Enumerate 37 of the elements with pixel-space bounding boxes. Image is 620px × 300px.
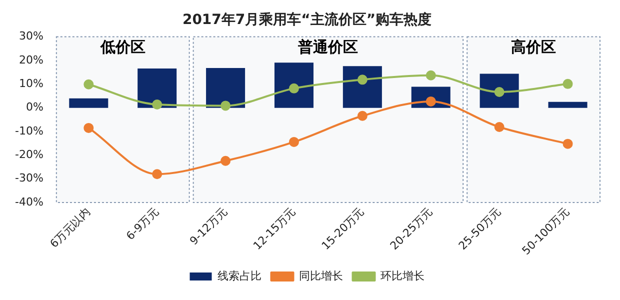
point [357,110,368,121]
point [562,138,573,149]
point [494,122,504,132]
legend-label: 线索占比 [217,269,262,282]
bar [69,98,108,108]
bar [274,62,314,108]
bar [342,66,382,108]
point [562,78,573,89]
point [84,122,94,133]
x-tick-label: 6-9万元 [124,205,162,243]
y-tick-label: -20% [14,148,44,162]
point [152,169,162,180]
bar [206,68,246,108]
point [220,156,231,166]
y-tick-label: 20% [18,53,44,66]
bar [138,68,177,108]
band-label: 高价区 [511,38,556,56]
legend-label: 环比增长 [380,269,424,282]
bar [548,102,588,108]
point [357,74,368,85]
band-label: 低价区 [99,38,146,56]
y-tick-label: 0% [26,100,44,114]
y-tick-label: 30% [18,30,44,43]
y-tick-label: -30% [14,172,44,185]
point [152,100,162,110]
point [426,70,436,80]
point [288,83,299,94]
y-tick-label: 10% [18,77,44,90]
band-label: 普通价区 [297,38,358,56]
x-tick-label: 6万元以内 [48,205,93,250]
y-tick-label: -10% [14,124,44,138]
point [84,79,94,90]
point [220,100,231,111]
point [288,136,299,147]
legend-label: 同比增长 [298,269,343,282]
y-tick-label: -40% [14,195,44,208]
chart-title: 2017年7月乘用车“主流价区”购车热度 [182,11,432,28]
